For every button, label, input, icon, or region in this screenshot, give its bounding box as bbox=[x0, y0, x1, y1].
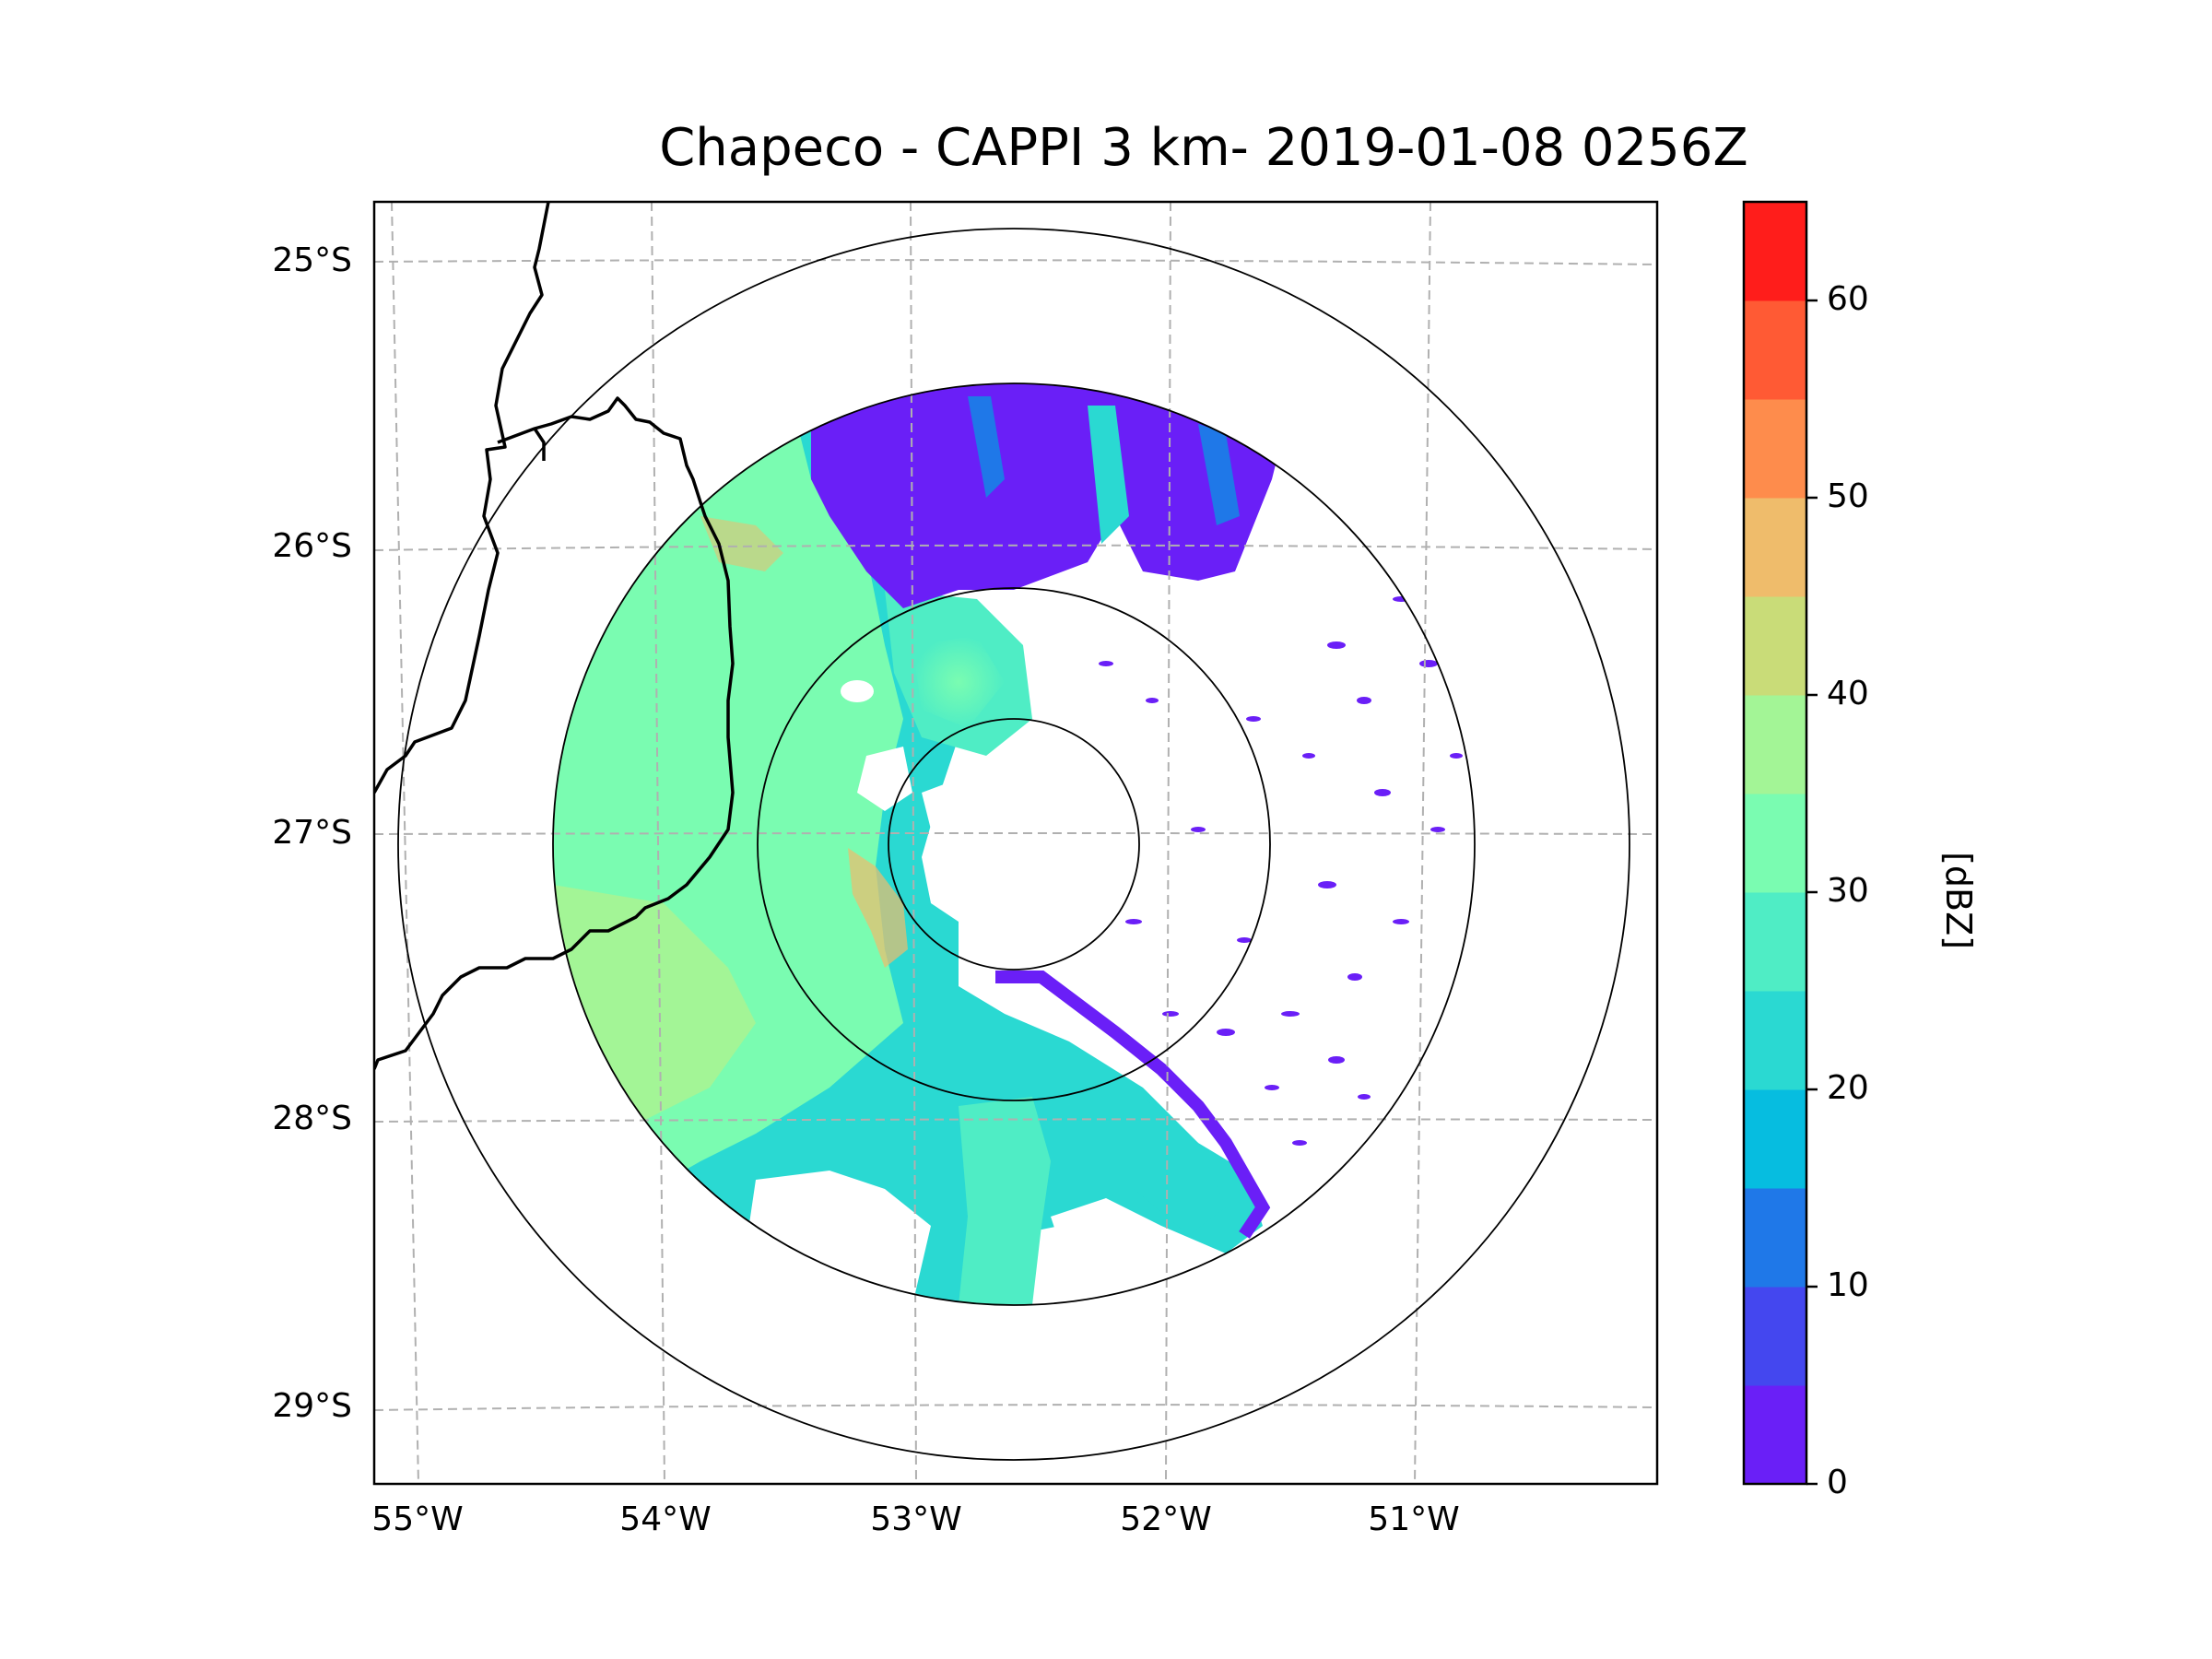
gridlines bbox=[374, 202, 1657, 1484]
clutter-arcs bbox=[960, 769, 1033, 844]
axes-frame bbox=[372, 200, 1659, 1486]
colorbar-segment bbox=[1744, 202, 1806, 301]
range-ring-2 bbox=[757, 587, 1271, 1101]
colorbar-segment bbox=[1744, 1385, 1806, 1485]
boundaries bbox=[374, 202, 735, 1070]
colorbar-segment bbox=[1744, 300, 1806, 400]
echo-north-streak-2 bbox=[1088, 406, 1129, 544]
lon-tick-label: 52°W bbox=[1120, 1500, 1212, 1538]
echo-north-streak-3 bbox=[1198, 424, 1240, 525]
lat-tick-label: 27°S bbox=[272, 814, 352, 852]
colorbar-segment bbox=[1744, 794, 1806, 893]
colorbar-tick-label: 60 bbox=[1827, 280, 1869, 318]
lat-tick-label: 25°S bbox=[272, 241, 352, 279]
map-title: Chapeco - CAPPI 3 km- 2019-01-08 0256Z bbox=[659, 118, 1748, 178]
colorbar-tick-label: 30 bbox=[1827, 872, 1869, 910]
colorbar-tick-label: 10 bbox=[1827, 1266, 1869, 1304]
colorbar bbox=[1742, 200, 1818, 1486]
lat-tick-label: 28°S bbox=[272, 1100, 352, 1137]
echo-edge-weak bbox=[995, 971, 1271, 1239]
colorbar-label: [dBZ] bbox=[1937, 852, 1979, 949]
colorbar-segment bbox=[1744, 498, 1806, 597]
lat-tick-label: 29°S bbox=[272, 1387, 352, 1425]
colorbar-frame bbox=[1742, 200, 1808, 1486]
colorbar-segment bbox=[1744, 1287, 1806, 1386]
colorbar-segment bbox=[1744, 1188, 1806, 1288]
range-rings bbox=[397, 228, 1630, 1461]
colorbar-segment bbox=[1744, 399, 1806, 499]
colorbar-tick-label: 50 bbox=[1827, 477, 1869, 515]
colorbar-segment bbox=[1744, 991, 1806, 1090]
lon-tick-label: 53°W bbox=[870, 1500, 962, 1538]
range-ring-3 bbox=[552, 382, 1476, 1306]
lon-tick-label: 55°W bbox=[371, 1500, 464, 1538]
colorbar-segment bbox=[1744, 695, 1806, 794]
lat-tick-label: 26°S bbox=[272, 527, 352, 565]
lon-tick-label: 51°W bbox=[1368, 1500, 1460, 1538]
colorbar-tick-label: 40 bbox=[1827, 675, 1869, 712]
reflectivity-field bbox=[374, 202, 1657, 1484]
echo-south-arm-2 bbox=[1088, 1097, 1226, 1235]
map-axes bbox=[372, 200, 1659, 1486]
colorbar-tick-label: 20 bbox=[1827, 1069, 1869, 1107]
echo-band-strong bbox=[848, 848, 908, 968]
range-ring-4 bbox=[397, 228, 1630, 1461]
colorbar-segment bbox=[1744, 892, 1806, 992]
colorbar-segment bbox=[1744, 596, 1806, 696]
echo-south-arm-1 bbox=[959, 1097, 1051, 1305]
colorbar-tick-label: 0 bbox=[1827, 1464, 1848, 1501]
range-ring-1 bbox=[888, 718, 1140, 971]
echo-north-streak-1 bbox=[968, 396, 1005, 498]
lon-tick-label: 54°W bbox=[619, 1500, 712, 1538]
echo-blob-2 bbox=[912, 636, 1005, 728]
colorbar-segments bbox=[1744, 202, 1806, 1485]
colorbar-tick-marks bbox=[1806, 299, 1818, 1486]
echo-speckles-east bbox=[1099, 596, 1463, 1146]
colorbar-segment bbox=[1744, 1089, 1806, 1189]
